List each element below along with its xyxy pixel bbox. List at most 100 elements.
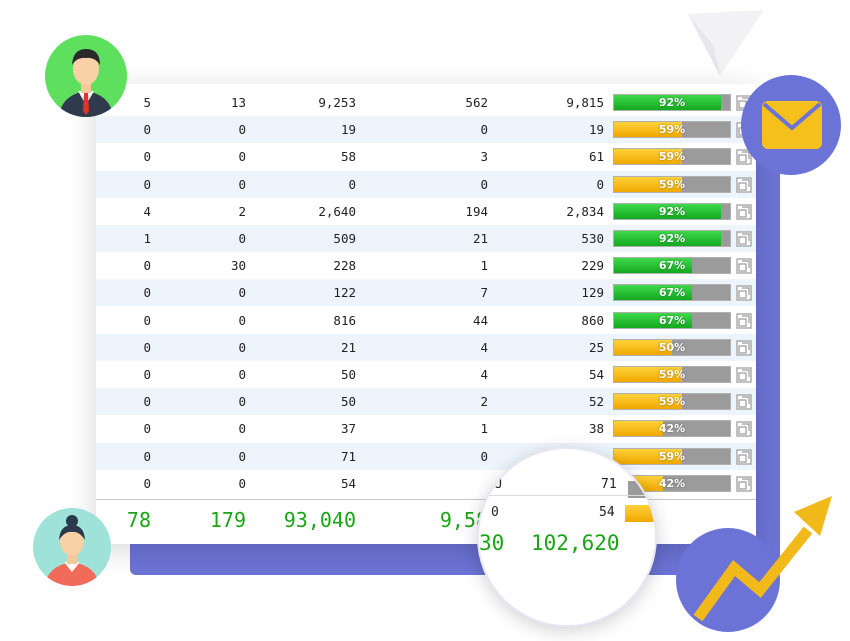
table-cell: 0 <box>143 122 151 138</box>
table-cell: 0 <box>143 285 151 301</box>
table-cell: 0 <box>238 421 246 437</box>
mag-row-b-value: 54 <box>599 505 615 520</box>
table-cell: 816 <box>333 312 356 328</box>
magnifier-lens: J 71 0 54 30 102,620 <box>477 447 657 627</box>
progress-fill <box>614 176 683 192</box>
table-row: 0 0 21 4 25 50% <box>96 333 756 361</box>
table-cell: 0 <box>143 367 151 382</box>
mag-progress-bar-yellow <box>625 505 655 522</box>
table-row: 0 0 19 0 19 59% <box>96 116 756 144</box>
progress-label: 42% <box>658 422 686 436</box>
table-cell: 1 <box>143 231 151 246</box>
mag-row-a-value: 71 <box>601 477 617 492</box>
copy-icon[interactable] <box>736 258 752 274</box>
stats-table: 78 179 93,040 9,58 5 13 9,253 562 9,815 92% 0 0… <box>96 84 756 544</box>
table-cell: 5 <box>143 95 151 110</box>
table-cell: 13 <box>230 95 246 110</box>
copy-icon[interactable] <box>736 476 752 492</box>
paper-plane-icon <box>688 10 764 76</box>
table-row: 5 13 9,253 562 9,815 92% <box>96 89 756 116</box>
table-row: 0 0 54 42% <box>96 470 756 497</box>
progress-label: 92% <box>658 232 686 245</box>
table-cell: 9,253 <box>318 95 356 110</box>
progress-fill <box>614 95 721 110</box>
table-cell: 2,834 <box>566 203 604 219</box>
table-cell: 0 <box>238 176 246 192</box>
mail-icon <box>762 101 822 149</box>
copy-icon[interactable] <box>736 394 752 410</box>
table-cell: 1 <box>480 421 488 437</box>
table-cell: 0 <box>348 176 356 192</box>
progress-fill <box>614 122 683 138</box>
table-cell: 54 <box>340 475 356 491</box>
copy-icon[interactable] <box>736 149 752 165</box>
copy-icon[interactable] <box>736 448 752 465</box>
table-cell: 0 <box>143 312 151 328</box>
table-cell: 19 <box>588 122 604 138</box>
table-cell: 0 <box>238 367 246 382</box>
mag-progress-bar <box>628 481 655 498</box>
table-cell: 4 <box>143 203 151 219</box>
table-cell: 0 <box>238 149 246 165</box>
progress-label: 59% <box>658 449 686 463</box>
progress-fill <box>614 394 683 410</box>
totals-divider <box>96 499 756 500</box>
female-avatar <box>33 508 111 586</box>
progress-fill <box>614 258 692 274</box>
progress-label: 59% <box>658 177 686 191</box>
copy-icon[interactable] <box>736 204 752 220</box>
mail-badge <box>741 75 841 175</box>
copy-icon[interactable] <box>736 340 752 356</box>
total-col-3: 93,040 <box>283 508 356 532</box>
table-cell: 7 <box>480 285 488 301</box>
progress-fill <box>614 285 692 301</box>
table-cell: 0 <box>143 448 151 464</box>
total-col-4: 9,58 <box>439 508 488 532</box>
table-cell: 52 <box>588 394 604 410</box>
table-row: 1 0 509 21 530 92% <box>96 225 756 252</box>
table-cell: 0 <box>238 122 246 138</box>
progress-bar: 92% <box>613 94 731 111</box>
table-cell: 2,640 <box>318 203 356 219</box>
table-cell: 4 <box>480 367 488 382</box>
copy-icon[interactable] <box>736 421 752 437</box>
table-cell: 1 <box>480 258 488 274</box>
table-cell: 9,815 <box>566 95 604 110</box>
table-cell: 19 <box>340 122 356 138</box>
table-cell: 38 <box>588 421 604 437</box>
table-row: 0 0 58 3 61 59% <box>96 143 756 170</box>
table-row: 0 30 228 1 229 67% <box>96 252 756 279</box>
progress-bar: 67% <box>613 311 731 329</box>
copy-icon[interactable] <box>736 231 752 247</box>
male-avatar <box>45 35 127 117</box>
progress-bar: 92% <box>613 202 731 220</box>
table-cell: 0 <box>238 448 246 464</box>
table-row: 0 0 816 44 860 67% <box>96 307 756 334</box>
mag-divider <box>479 495 655 496</box>
table-cell: 229 <box>581 258 604 274</box>
table-cell: 0 <box>143 421 151 437</box>
copy-icon[interactable] <box>736 176 752 193</box>
copy-icon[interactable] <box>736 285 752 301</box>
table-cell: 860 <box>581 312 604 328</box>
table-cell: 228 <box>333 258 356 274</box>
copy-icon[interactable] <box>736 367 752 383</box>
progress-label: 59% <box>658 368 686 381</box>
table-cell: 0 <box>238 285 246 301</box>
table-cell: 0 <box>143 339 151 355</box>
progress-label: 67% <box>658 313 686 327</box>
progress-label: 67% <box>658 286 686 300</box>
progress-label: 59% <box>658 123 686 137</box>
total-col-2: 179 <box>209 508 246 532</box>
progress-fill <box>614 448 683 464</box>
table-row: 0 0 0 0 0 59% <box>96 170 756 198</box>
progress-bar: 42% <box>613 420 731 438</box>
progress-fill <box>614 149 683 165</box>
table-cell: 562 <box>465 95 488 110</box>
progress-label: 42% <box>658 476 686 490</box>
table-cell: 0 <box>143 176 151 192</box>
table-cell: 3 <box>480 149 488 165</box>
copy-icon[interactable] <box>736 312 752 329</box>
table-cell: 530 <box>581 231 604 246</box>
table-cell: 0 <box>596 176 604 192</box>
